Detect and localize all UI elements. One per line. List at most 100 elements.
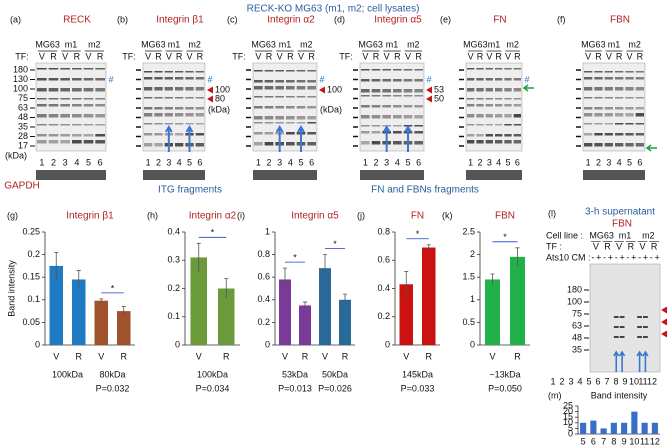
blot-image — [142, 62, 206, 152]
lane-number: 3 — [606, 157, 611, 167]
blot-band — [164, 97, 173, 99]
hash-mark: # — [207, 74, 212, 84]
p-value: P=0.013 — [278, 383, 312, 393]
y-tick-label: 1.5 — [462, 272, 475, 282]
blot-band — [144, 77, 153, 80]
p-value: P=0.034 — [196, 383, 230, 393]
blot-image — [589, 263, 661, 373]
blot-band — [613, 316, 619, 318]
blot-band — [594, 113, 603, 117]
blot-band — [504, 68, 512, 70]
tf-vr: R — [74, 51, 81, 61]
blot-band — [60, 114, 70, 118]
marker-label: 28 — [18, 131, 28, 141]
blot-band — [286, 142, 295, 146]
lane-number: 5 — [627, 157, 632, 167]
bar — [631, 411, 638, 434]
y-tick-label: 0.2 — [167, 283, 180, 293]
blot-band — [37, 98, 47, 100]
blot-band — [37, 114, 47, 118]
lane-number: 6 — [98, 157, 103, 167]
tf-vr: R — [155, 51, 162, 61]
band-size: 100 — [327, 84, 342, 94]
blot-band — [371, 115, 381, 119]
panel-label: (m) — [548, 390, 562, 400]
tf-vr: R — [595, 51, 602, 61]
blot-band — [185, 113, 194, 117]
lane-number: 3 — [384, 157, 389, 167]
bar — [319, 268, 331, 345]
blue-arrow — [185, 125, 194, 152]
lane-number: 11 — [638, 376, 647, 386]
y-tick-label: 0.5 — [462, 317, 475, 327]
blot-band — [60, 88, 70, 92]
x-tick-label: R — [121, 351, 128, 361]
blot-band — [296, 96, 306, 98]
blot-band — [175, 87, 184, 91]
blot-band — [264, 132, 274, 135]
tf-vr: R — [637, 51, 644, 61]
blot-band — [403, 115, 413, 119]
blot-band — [371, 131, 381, 134]
y-tick-label: 20 — [563, 406, 573, 416]
blot-band — [48, 88, 59, 92]
blot-band — [393, 125, 402, 127]
tf-vr: R — [394, 51, 401, 61]
bar — [651, 422, 658, 434]
blot-band — [254, 142, 263, 146]
blot-band — [154, 97, 163, 99]
bar — [510, 256, 525, 345]
blot-band — [154, 113, 163, 117]
band-size: 50 — [434, 93, 444, 103]
blot-band — [185, 97, 194, 99]
blot-band — [371, 89, 381, 93]
blot-band — [637, 326, 642, 328]
blot-band — [393, 141, 402, 145]
x-tick-label: 7 — [601, 436, 606, 446]
blot-band — [48, 98, 59, 100]
tf-vr: V — [298, 51, 304, 61]
loading-label: GAPDH — [4, 181, 40, 192]
blot-band — [254, 86, 263, 90]
tf-vr: V — [277, 51, 283, 61]
tf-vr: R — [176, 51, 183, 61]
group-label: 80kDa — [99, 369, 125, 379]
blot-band — [414, 89, 423, 93]
bar — [279, 279, 291, 345]
blot-band — [625, 143, 634, 147]
group-label: MG63 — [463, 39, 488, 49]
ats-sign: + — [654, 252, 659, 262]
blot-band — [195, 133, 204, 136]
blot-band — [504, 78, 512, 81]
bar — [485, 279, 500, 345]
blot-band — [60, 98, 70, 100]
blot-band — [83, 124, 94, 126]
red-arrowhead — [319, 86, 325, 94]
marker-label: 100 — [13, 83, 28, 93]
marker-label: 17 — [18, 140, 28, 150]
blot-name: RECK — [63, 15, 91, 26]
blot-band — [594, 71, 603, 73]
blot-band — [83, 98, 94, 100]
lane-number: 4 — [74, 157, 79, 167]
blot-band — [164, 77, 173, 80]
tf-vr: R — [616, 51, 623, 61]
tf-vr: R — [97, 51, 104, 61]
blot-band — [635, 107, 644, 110]
ats-sign: - — [626, 252, 629, 262]
blot-band — [635, 113, 644, 117]
blot-image — [465, 62, 523, 152]
blot-band — [254, 80, 263, 83]
group-label: MG63 — [581, 39, 606, 49]
panel-name: FBN — [612, 219, 632, 230]
marker-label: 35 — [18, 121, 28, 131]
x-tick-label: V — [403, 351, 409, 361]
blot-band — [275, 80, 284, 83]
tf-vr: V — [468, 51, 474, 61]
ats-sign: - — [591, 252, 594, 262]
blot-band — [254, 122, 263, 124]
green-arrow — [522, 84, 534, 92]
blot-band — [72, 98, 82, 100]
blot-band — [513, 124, 521, 126]
blot-band — [513, 140, 521, 144]
